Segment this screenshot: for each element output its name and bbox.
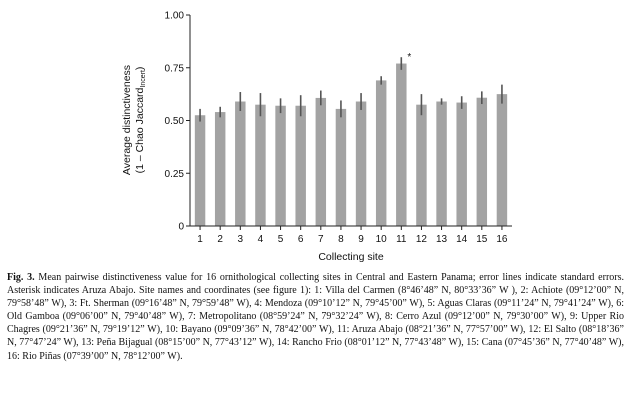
bar (295, 105, 306, 226)
x-tick-label: 15 (476, 234, 488, 245)
bar (235, 101, 246, 226)
bar (355, 101, 367, 226)
y-axis-title-line2: (1 – Chao JaccardIncert) (134, 67, 147, 174)
bar (275, 105, 286, 226)
x-tick-label: 14 (456, 234, 468, 245)
x-tick-label: 2 (217, 234, 223, 245)
x-tick-label: 3 (238, 234, 244, 245)
x-tick-label: 8 (338, 234, 344, 245)
x-tick-label: 16 (496, 234, 508, 245)
bar (375, 80, 387, 226)
bar (456, 102, 467, 226)
x-tick-label: 1 (197, 234, 203, 245)
bar (194, 115, 206, 226)
y-axis-title-line2-main: (1 – Chao Jaccard (134, 87, 146, 173)
annotations: * (407, 52, 411, 63)
y-axis-title-subscript: Incert (140, 70, 147, 88)
bar (396, 63, 407, 226)
y-tick-label: 0 (178, 222, 184, 233)
asterisk-annotation: * (407, 52, 411, 63)
x-axis-title: Collecting site (318, 251, 384, 263)
x-tick-label: 7 (318, 234, 324, 245)
x-tick-label: 13 (436, 234, 448, 245)
x-tick-label: 5 (278, 234, 284, 245)
x-tick-label: 6 (298, 234, 304, 245)
chart-canvas: Average distinctiveness (1 – Chao Jaccar… (121, 11, 512, 263)
bar (436, 101, 447, 226)
figure-caption: Fig. 3. Mean pairwise distinctiveness va… (7, 271, 624, 363)
bar (476, 97, 488, 226)
bar-chart: Average distinctiveness (1 – Chao Jaccar… (121, 11, 512, 263)
y-axis-title-line2-end: ) (134, 67, 146, 71)
x-tick-label: 12 (416, 234, 428, 245)
bar (416, 104, 427, 226)
x-tick-label: 10 (376, 234, 388, 245)
y-axis-title-line1: Average distinctiveness (121, 65, 133, 175)
x-tick-label: 4 (258, 234, 264, 245)
bar (214, 112, 226, 226)
figure-caption-text: Mean pairwise distinctiveness value for … (7, 272, 624, 362)
y-tick-label: 0.25 (165, 169, 185, 180)
x-tick-label: 9 (358, 234, 364, 245)
x-axis-ticks: 1 2 3 4 5 6 7 8 9 10 11 12 13 14 15 16 (197, 226, 508, 245)
y-axis-title: Average distinctiveness (1 – Chao Jaccar… (121, 65, 147, 175)
bar (335, 108, 347, 226)
y-tick-label: 1.00 (165, 11, 185, 22)
y-tick-label: 0.75 (165, 63, 185, 74)
x-tick-label: 11 (396, 234, 407, 245)
figure-label: Fig. 3. (7, 272, 35, 283)
y-tick-label: 0.50 (165, 116, 185, 127)
y-axis-ticks: 0 0.25 0.50 0.75 1.00 (165, 11, 190, 233)
bars (194, 63, 508, 226)
bar (315, 97, 327, 226)
bar (496, 94, 508, 226)
error-bars (199, 57, 503, 122)
bar (255, 104, 266, 226)
